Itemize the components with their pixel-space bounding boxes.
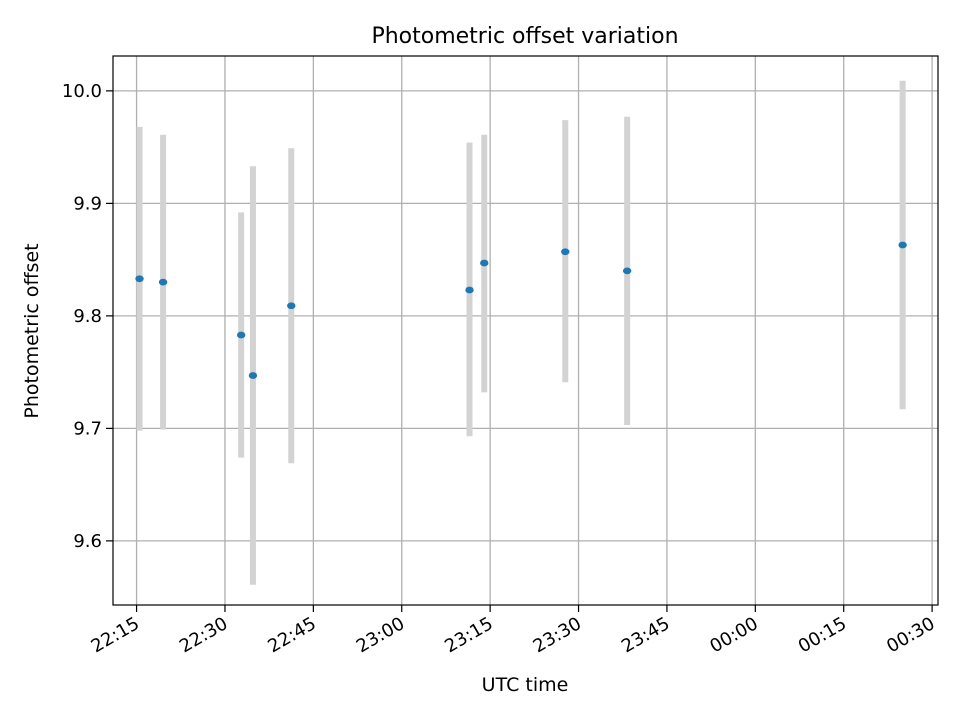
y-tick-label: 9.9 [73, 193, 102, 214]
data-point [465, 286, 474, 294]
data-point [287, 302, 296, 310]
plot-frame [112, 55, 939, 606]
data-point [898, 241, 907, 249]
y-axis: 9.6 9.7 9.8 9.9 10.0 [62, 81, 113, 552]
data-point [248, 372, 258, 379]
data-point [561, 248, 570, 256]
data-points [135, 241, 907, 379]
y-axis-label: Photometric offset [21, 243, 43, 418]
data-point [480, 259, 489, 267]
y-tick-label: 9.6 [73, 531, 102, 552]
data-point [135, 275, 144, 283]
y-tick-label: 9.7 [73, 418, 102, 439]
chart-title: Photometric offset variation [371, 24, 678, 49]
data-point [158, 278, 168, 286]
y-tick-label: 10.0 [62, 81, 102, 102]
y-tick-label: 9.8 [73, 306, 102, 327]
data-point [236, 331, 246, 339]
data-point [622, 267, 632, 275]
x-axis-label: UTC time [482, 674, 569, 696]
